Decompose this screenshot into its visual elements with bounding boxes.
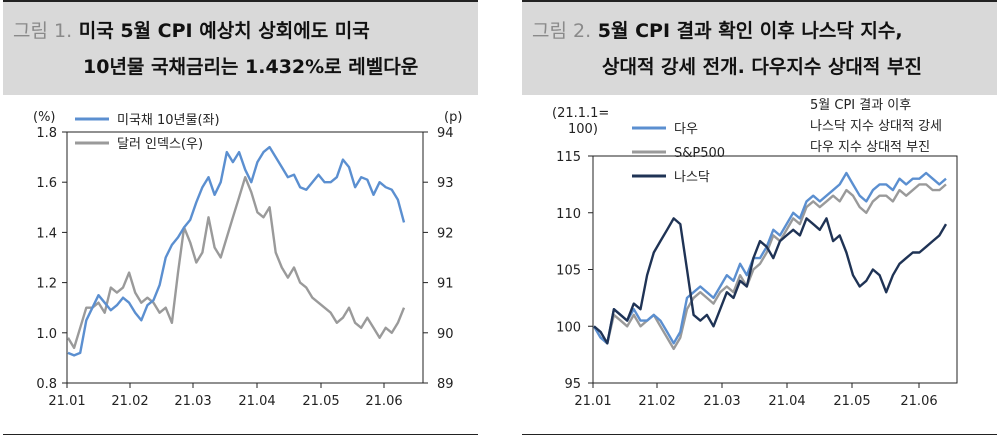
chart-2-annotation-line3: 다우 지수 상대적 부진 <box>810 140 930 155</box>
chart-1-plot: (%) (p) 0.8 1.0 1.2 1.4 1.6 1.8 89 90 91 92 93 94 21… <box>33 110 462 409</box>
chart-1-left-tick-label: 1.0 <box>36 327 57 342</box>
chart-1-x-tick-label: 21.06 <box>365 394 402 409</box>
chart-1-left-tick-label: 0.8 <box>36 377 57 392</box>
chart-2-y-tick-label: 100 <box>556 320 581 335</box>
chart-1-title-line2: 10년물 국채금리는 1.432%로 레벨다운 <box>83 56 419 78</box>
chart-2-figure-number: 그림 2. <box>532 20 592 42</box>
chart-1-left-unit: (%) <box>33 110 56 125</box>
chart-1-plot-frame <box>66 131 424 384</box>
chart-1-bottom-rule <box>3 434 478 435</box>
chart-1-legend-us10y-label: 미국채 10년물(좌) <box>117 113 220 128</box>
chart-2-x-tick-label: 21.02 <box>638 394 675 409</box>
chart-2-x-tick-label: 21.06 <box>900 394 937 409</box>
chart-1-legend-dollar-index-label: 달러 인덱스(우) <box>117 137 203 152</box>
chart-1-x-tick-label: 21.04 <box>238 394 275 409</box>
chart-1-x-tick-label: 21.01 <box>48 394 85 409</box>
chart-1-left-tick-label: 1.8 <box>36 126 57 141</box>
chart-2-legend-nasdaq-label: 나스닥 <box>674 170 710 185</box>
chart-2-title-line1: 그림 2. 5월 CPI 결과 확인 이후 나스닥 지수, <box>532 16 903 43</box>
chart-2-bottom-rule <box>522 434 997 435</box>
chart-1-right-tick-label: 92 <box>437 226 454 241</box>
chart-2-x-tick-label: 21.01 <box>574 394 611 409</box>
chart-1-series-dollar-index <box>66 175 406 350</box>
chart-1-right-tick-label: 93 <box>437 176 454 191</box>
chart-1-right-tick-label: 89 <box>437 377 454 392</box>
chart-2-axis-unit-line2: 100) <box>568 122 598 137</box>
chart-2-y-tick-label: 110 <box>556 207 581 222</box>
chart-1-left-tick-label: 1.2 <box>36 277 57 292</box>
chart-panel-2: 그림 2. 5월 CPI 결과 확인 이후 나스닥 지수, 상대적 강세 전개.… <box>522 0 997 437</box>
chart-1-figure-number: 그림 1. <box>13 20 73 42</box>
chart-1-right-tick-label: 94 <box>437 126 454 141</box>
chart-2-title-text1: 5월 CPI 결과 확인 이후 나스닥 지수, <box>597 20 903 42</box>
chart-2-x-tick-label: 21.05 <box>833 394 870 409</box>
chart-2-axis-unit-line1: (21.1.1= <box>552 106 609 121</box>
chart-2-title-line2: 상대적 강세 전개. 다우지수 상대적 부진 <box>602 56 922 78</box>
chart-2-legend-sp500-label: S&P500 <box>674 146 725 161</box>
chart-2-annotation-line1: 5월 CPI 결과 이후 <box>810 98 911 113</box>
chart-1-x-tick-label: 21.05 <box>302 394 339 409</box>
chart-2-y-tick-label: 95 <box>564 377 581 392</box>
chart-2-y-tick-label: 115 <box>556 150 581 165</box>
chart-1-x-tick-label: 21.02 <box>111 394 148 409</box>
chart-1-right-unit: (p) <box>444 110 462 125</box>
chart-2-legend-dow-label: 다우 <box>674 122 698 137</box>
chart-2-series-nasdaq <box>593 217 948 345</box>
chart-2-series-sp500 <box>592 183 947 351</box>
chart-2-series-dow <box>592 171 947 345</box>
chart-2-header: 그림 2. 5월 CPI 결과 확인 이후 나스닥 지수, 상대적 강세 전개.… <box>522 0 997 95</box>
chart-1-right-tick-label: 90 <box>437 327 454 342</box>
chart-1-header: 그림 1. 미국 5월 CPI 예상치 상회에도 미국 10년물 국채금리는 1… <box>3 0 478 95</box>
chart-2-y-tick-label: 105 <box>556 264 581 279</box>
chart-1-title-text1: 미국 5월 CPI 예상치 상회에도 미국 <box>78 20 370 42</box>
chart-2-x-tick-label: 21.03 <box>703 394 740 409</box>
chart-2-annotation-line2: 나스닥 지수 상대적 강세 <box>810 119 942 134</box>
chart-1-left-tick-label: 1.6 <box>36 176 57 191</box>
chart-1-series-us10y <box>67 145 406 357</box>
chart-1-title-line1: 그림 1. 미국 5월 CPI 예상치 상회에도 미국 <box>13 16 370 43</box>
chart-panel-1: 그림 1. 미국 5월 CPI 예상치 상회에도 미국 10년물 국채금리는 1… <box>3 0 478 437</box>
chart-1-left-tick-label: 1.4 <box>36 226 57 241</box>
chart-2-plot: (21.1.1= 100) 5월 CPI 결과 이후 나스닥 지수 상대적 강세… <box>552 98 958 409</box>
chart-2-x-tick-label: 21.04 <box>768 394 805 409</box>
chart-1-x-tick-label: 21.03 <box>174 394 211 409</box>
chart-1-right-tick-label: 91 <box>437 277 454 292</box>
